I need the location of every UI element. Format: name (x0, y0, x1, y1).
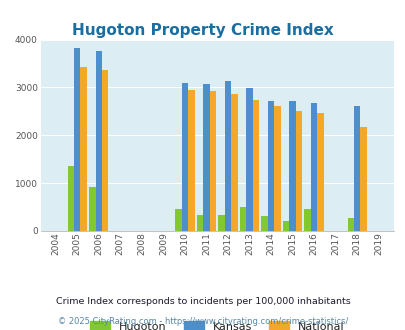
Bar (239, 207, 246, 231)
Bar (181, 83, 188, 231)
Bar (282, 221, 289, 231)
Bar (317, 113, 323, 231)
Bar (267, 101, 274, 231)
Bar (188, 90, 194, 231)
Bar (310, 103, 317, 231)
Bar (274, 106, 280, 231)
Bar (230, 94, 237, 231)
Bar (289, 101, 295, 231)
Bar (246, 88, 252, 231)
Text: Hugoton Property Crime Index: Hugoton Property Crime Index (72, 23, 333, 38)
Bar (196, 215, 203, 231)
Bar (304, 210, 310, 231)
Bar (95, 51, 102, 231)
Text: © 2025 CityRating.com - https://www.cityrating.com/crime-statistics/: © 2025 CityRating.com - https://www.city… (58, 317, 347, 326)
Bar (218, 215, 224, 231)
Bar (209, 91, 215, 231)
Bar (295, 111, 302, 231)
Bar (261, 216, 267, 231)
Bar (224, 81, 230, 231)
Bar (252, 100, 258, 231)
Bar (203, 83, 209, 231)
Legend: Hugoton, Kansas, National: Hugoton, Kansas, National (86, 317, 347, 330)
Bar (80, 67, 87, 231)
Text: Crime Index corresponds to incidents per 100,000 inhabitants: Crime Index corresponds to incidents per… (55, 297, 350, 307)
Bar (67, 166, 74, 231)
Bar (102, 70, 108, 231)
Bar (360, 127, 366, 231)
Bar (89, 187, 95, 231)
Bar (74, 48, 80, 231)
Bar (347, 218, 353, 231)
Bar (353, 106, 360, 231)
Bar (175, 209, 181, 231)
